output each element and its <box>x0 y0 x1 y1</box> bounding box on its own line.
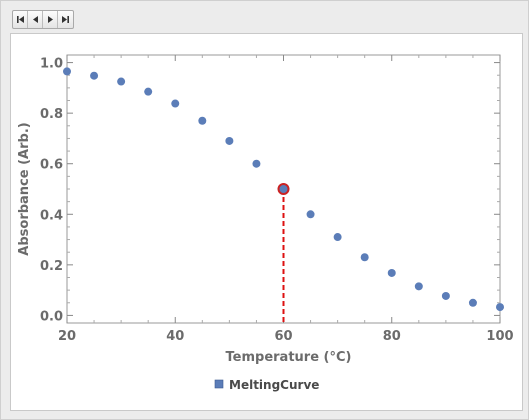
x-tick-label: 20 <box>58 329 76 344</box>
skip-to-start-icon <box>16 16 24 23</box>
data-point <box>117 77 126 86</box>
y-tick-label: 1.0 <box>40 57 63 72</box>
data-point <box>144 87 153 96</box>
data-point <box>198 116 207 125</box>
data-point <box>306 210 315 219</box>
y-tick-label: 0.0 <box>40 309 63 324</box>
x-tick-label: 40 <box>166 329 184 344</box>
data-point <box>414 282 423 291</box>
animation-controls <box>12 10 74 29</box>
data-point <box>468 298 477 307</box>
step-back-button[interactable] <box>28 11 43 28</box>
first-frame-button[interactable] <box>13 11 28 28</box>
last-frame-button[interactable] <box>58 11 73 28</box>
legend-label: MeltingCurve <box>229 378 319 392</box>
y-tick-label: 0.4 <box>40 208 63 223</box>
melting-curve-chart: 20 40 60 80 100 0.0 0.2 0.4 0.6 0.8 1.0 Temperature… <box>17 54 514 392</box>
x-tick-label: 100 <box>486 329 513 344</box>
data-point <box>360 253 369 262</box>
x-tick-label: 60 <box>274 329 292 344</box>
y-tick-label: 0.6 <box>40 158 63 173</box>
data-point <box>252 159 261 168</box>
data-point <box>333 233 342 242</box>
plot-panel: 20 40 60 80 100 0.0 0.2 0.4 0.6 0.8 1.0 Temperature… <box>10 33 523 411</box>
highlight-point <box>277 183 290 195</box>
data-point <box>387 268 396 277</box>
data-point <box>171 99 180 108</box>
legend-swatch <box>214 379 224 389</box>
x-axis-label: Temperature (°C) <box>226 350 352 365</box>
data-point <box>496 303 504 312</box>
step-back-icon <box>32 16 38 23</box>
y-tick-label: 0.2 <box>40 259 63 274</box>
step-forward-button[interactable] <box>43 11 58 28</box>
data-point <box>63 67 71 76</box>
skip-to-end-icon <box>62 16 69 23</box>
data-point <box>225 136 234 145</box>
y-tick-label: 0.8 <box>40 107 63 122</box>
data-point <box>90 71 99 80</box>
data-point <box>441 291 450 300</box>
step-forward-icon <box>47 16 53 23</box>
y-axis-label: Absorbance (Arb.) <box>17 122 32 255</box>
x-tick-label: 80 <box>383 329 401 344</box>
